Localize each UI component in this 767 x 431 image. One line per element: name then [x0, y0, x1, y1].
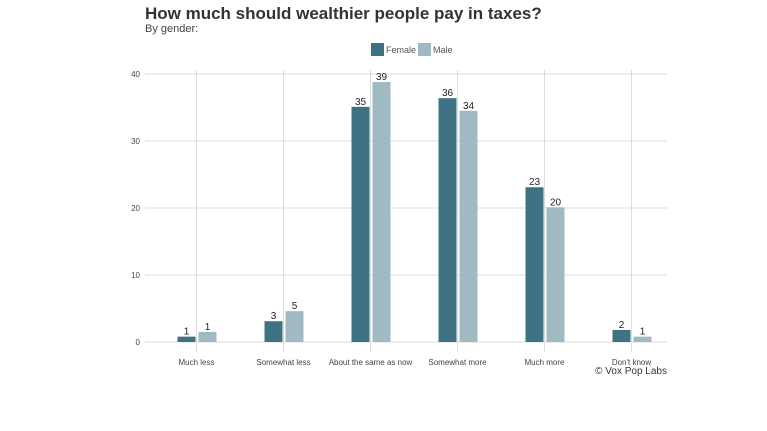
bar-male — [285, 311, 304, 342]
legend-label-male: Male — [433, 44, 453, 55]
bar-female — [351, 106, 370, 342]
legend: Female Male — [371, 43, 455, 56]
data-label: 39 — [376, 72, 388, 83]
data-label: 1 — [205, 322, 211, 333]
data-label: 5 — [292, 301, 298, 312]
chart-subtitle: By gender: — [145, 23, 199, 35]
data-label: 34 — [463, 101, 475, 112]
x-tick-label: Somewhat more — [428, 358, 487, 367]
x-tick-label: Don't know — [612, 358, 652, 367]
legend-label-female: Female — [386, 44, 417, 55]
data-label: 1 — [184, 327, 190, 338]
bar-male — [546, 207, 565, 342]
data-label: 3 — [271, 311, 277, 322]
bar-female — [438, 98, 457, 343]
y-tick-label: 0 — [136, 338, 141, 347]
bar-male — [198, 331, 217, 342]
x-tick-label: Much less — [178, 358, 214, 367]
data-label: 23 — [529, 177, 541, 188]
x-tick-label: Much more — [524, 358, 565, 367]
legend-swatch-male — [418, 43, 432, 56]
data-label: 1 — [640, 327, 646, 338]
bar-male — [633, 336, 652, 342]
data-label: 35 — [355, 97, 367, 108]
chart-title: How much should wealthier people pay in … — [145, 4, 542, 23]
bar-female — [612, 329, 631, 342]
y-tick-label: 10 — [131, 271, 140, 280]
bar-female — [525, 187, 544, 342]
data-label: 36 — [442, 88, 454, 99]
chart-caption: © Vox Pop Labs — [595, 366, 667, 377]
bar-female — [264, 321, 283, 342]
bar-male — [372, 82, 391, 342]
x-tick-label: Somewhat less — [256, 358, 310, 367]
y-tick-label: 30 — [131, 137, 140, 146]
x-tick-label: About the same as now — [329, 358, 413, 367]
data-label: 20 — [550, 197, 562, 208]
bar-male — [459, 110, 478, 342]
bar-female — [177, 336, 196, 342]
y-tick-label: 20 — [131, 204, 140, 213]
legend-item-male: Male — [418, 43, 453, 56]
y-tick-label: 40 — [131, 70, 140, 79]
legend-swatch-female — [371, 43, 384, 56]
legend-item-female: Female — [371, 43, 416, 56]
data-label: 2 — [619, 320, 625, 331]
